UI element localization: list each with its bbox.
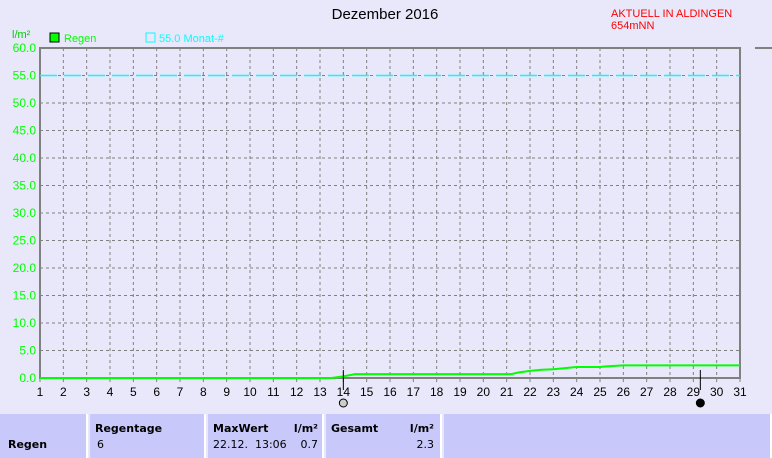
gesamt-label: Gesamt xyxy=(331,422,379,435)
x-tick-label: 13 xyxy=(313,385,327,399)
station-status: AKTUELL IN ALDINGEN 654mNN xyxy=(611,8,733,32)
maxwert-unit: l/m² xyxy=(293,422,318,435)
table-label-cell: Regen xyxy=(0,414,88,458)
gesamt-cell: Gesamt l/m² 2.3 xyxy=(326,414,442,458)
legend-label: Regen xyxy=(64,33,96,45)
x-tick-label: 25 xyxy=(593,385,607,399)
y-tick-label: 40.0 xyxy=(13,151,37,165)
maxwert-date: 22.12. 13:06 xyxy=(213,438,287,451)
x-tick-label: 8 xyxy=(200,385,207,399)
x-tick-label: 11 xyxy=(267,385,280,399)
y-tick-label: 45.0 xyxy=(13,124,37,138)
x-tick-label: 6 xyxy=(153,385,160,399)
regentage-label: Regentage xyxy=(95,422,163,435)
x-tick-label: 9 xyxy=(223,385,230,399)
maxwert-cell: MaxWert l/m² 22.12. 13:06 0.7 xyxy=(208,414,324,458)
x-tick-label: 2 xyxy=(60,385,67,399)
x-tick-label: 1 xyxy=(37,385,44,399)
x-tick-label: 23 xyxy=(547,385,561,399)
x-tick-label: 19 xyxy=(453,385,467,399)
reference-legend-label: 55.0 Monat-# xyxy=(159,33,225,45)
full-moon-icon xyxy=(338,398,348,408)
x-tick-label: 7 xyxy=(177,385,184,399)
gesamt-unit: l/m² xyxy=(409,422,434,435)
x-tick-label: 18 xyxy=(430,385,444,399)
x-tick-label: 22 xyxy=(523,385,537,399)
y-tick-label: 55.0 xyxy=(13,69,37,83)
x-tick-label: 28 xyxy=(663,385,677,399)
x-tick-label: 27 xyxy=(640,385,654,399)
x-tick-label: 31 xyxy=(733,385,747,399)
y-tick-label: 30.0 xyxy=(13,206,37,220)
y-tick-label: 10.0 xyxy=(13,316,37,330)
y-tick-label: 5.0 xyxy=(19,344,36,358)
x-tick-label: 5 xyxy=(130,385,137,399)
legend-icon-regen xyxy=(49,32,60,43)
x-tick-label: 14 xyxy=(337,385,351,399)
x-tick-label: 15 xyxy=(360,385,374,399)
y-tick-label: 25.0 xyxy=(13,234,37,248)
new-moon-icon xyxy=(695,398,705,408)
chart-title: Dezember 2016 xyxy=(331,6,439,23)
empty-cell xyxy=(444,414,772,458)
x-tick-label: 21 xyxy=(500,385,514,399)
y-tick-label: 50.0 xyxy=(13,96,37,110)
x-tick-label: 26 xyxy=(617,385,631,399)
regentage-cell: Regentage 6 xyxy=(90,414,206,458)
gesamt-value: 2.3 xyxy=(416,438,435,451)
x-tick-label: 3 xyxy=(83,385,90,399)
x-tick-label: 24 xyxy=(570,385,584,399)
x-tick-label: 29 xyxy=(687,385,701,399)
x-tick-label: 17 xyxy=(407,385,421,399)
plot-frame xyxy=(39,47,741,379)
x-tick-label: 20 xyxy=(477,385,491,399)
x-tick-label: 16 xyxy=(383,385,397,399)
x-tick-label: 4 xyxy=(107,385,114,399)
x-tick-label: 12 xyxy=(290,385,304,399)
maxwert-value: 0.7 xyxy=(300,438,319,451)
y-tick-label: 20.0 xyxy=(13,261,37,275)
y-tick-label: 35.0 xyxy=(13,179,37,193)
regentage-value: 6 xyxy=(97,438,104,451)
x-tick-label: 30 xyxy=(710,385,724,399)
maxwert-label: MaxWert xyxy=(213,422,269,435)
y-tick-label: 60.0 xyxy=(13,41,37,55)
y-tick-label: 0.0 xyxy=(19,371,36,385)
rain-chart: 1 2 3 4 5 6 7 8 9 10 11 12 13 14 15 16 17 18 19 20 21 22 23 24 2… xyxy=(12,29,772,408)
y-tick-label: 15.0 xyxy=(13,289,37,303)
y-axis-label: l/m² xyxy=(12,29,31,41)
reference-legend-icon xyxy=(145,32,156,43)
row-label: Regen xyxy=(8,438,48,451)
x-tick-label: 10 xyxy=(243,385,257,399)
